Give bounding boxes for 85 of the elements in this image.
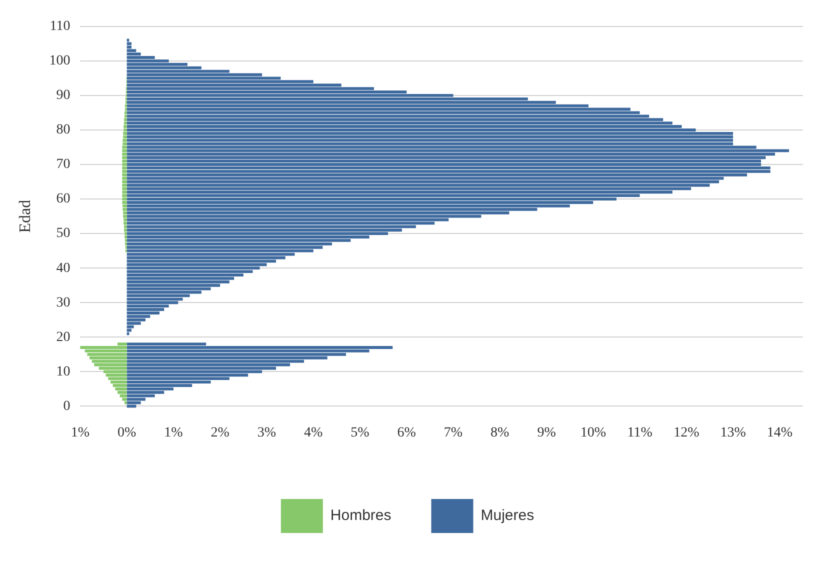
y-tick-label: 100	[49, 54, 70, 69]
x-tick-label: 12%	[674, 425, 700, 440]
x-tick-label: 0%	[117, 425, 136, 440]
bar	[122, 156, 127, 160]
y-tick-label: 90	[56, 88, 70, 104]
x-tick-label: 4%	[304, 425, 324, 440]
bar	[124, 118, 127, 122]
bar	[126, 138, 734, 142]
y-tick-label: 20	[56, 330, 70, 345]
y-tick-label: 80	[56, 122, 70, 138]
bar	[126, 166, 770, 170]
bar	[80, 346, 127, 349]
bar	[90, 356, 127, 360]
bar	[122, 208, 127, 211]
bar	[126, 160, 762, 163]
bar	[122, 152, 127, 156]
bar	[122, 142, 127, 146]
bar	[122, 194, 127, 198]
legend-label: Hombres	[330, 507, 392, 524]
bar	[126, 346, 393, 349]
y-tick-label: 110	[50, 19, 70, 34]
bar	[122, 170, 127, 173]
x-tick-label: 6%	[397, 425, 416, 440]
bar	[124, 222, 127, 225]
bar	[87, 352, 127, 356]
bar	[122, 184, 127, 187]
bar	[124, 218, 127, 222]
x-tick-label: 3%	[257, 425, 276, 440]
y-tick-label: 50	[56, 226, 70, 242]
x-tick-label: 10%	[580, 425, 606, 440]
x-tick-label: 9%	[537, 425, 556, 440]
bar	[122, 166, 127, 170]
y-tick-label: 70	[56, 157, 70, 172]
bar	[122, 146, 127, 149]
x-tick-label: 11%	[627, 425, 653, 440]
bar	[122, 176, 127, 180]
bar	[124, 128, 127, 132]
y-tick-label: 40	[56, 260, 70, 276]
bar	[122, 160, 127, 163]
bar	[123, 132, 127, 135]
bar	[115, 387, 127, 390]
bar	[123, 214, 127, 218]
y-tick-label: 0	[63, 398, 70, 414]
bar	[126, 170, 770, 173]
bar	[122, 187, 127, 190]
bar	[124, 125, 127, 128]
x-tick-label: 14%	[766, 425, 793, 440]
bar	[122, 163, 127, 166]
bar	[122, 173, 127, 176]
bar	[122, 190, 127, 194]
x-tick-label: 8%	[490, 425, 510, 440]
bar	[118, 390, 127, 394]
y-tick-label: 60	[56, 192, 70, 207]
bar	[126, 132, 734, 135]
y-axis-title: Edad	[16, 200, 34, 233]
x-tick-label: 5%	[350, 425, 370, 440]
bar	[112, 384, 127, 387]
bar	[122, 149, 127, 152]
bar	[122, 398, 127, 401]
x-tick-label: 2%	[210, 425, 230, 440]
bar	[126, 149, 790, 152]
bar	[108, 377, 127, 380]
y-tick-label: 30	[56, 295, 70, 310]
bar	[122, 198, 127, 201]
bar	[122, 138, 127, 142]
bar	[124, 225, 127, 228]
bar	[106, 374, 127, 377]
x-tick-label: 7%	[444, 425, 463, 440]
x-tick-label: 13%	[720, 425, 746, 440]
bar	[122, 180, 127, 184]
bar	[126, 42, 132, 46]
x-tick-label: 1%	[70, 425, 90, 440]
bar	[124, 228, 127, 232]
bar	[120, 394, 127, 398]
bar	[126, 135, 734, 138]
bar	[110, 380, 127, 384]
bar	[124, 122, 127, 125]
legend-label: Mujeres	[480, 507, 534, 524]
bar	[122, 204, 127, 208]
bar	[92, 360, 127, 363]
bar	[123, 135, 127, 138]
bar	[123, 211, 127, 214]
y-tick-label: 10	[56, 364, 70, 380]
x-tick-label: 1%	[164, 425, 184, 440]
bar	[122, 201, 127, 204]
